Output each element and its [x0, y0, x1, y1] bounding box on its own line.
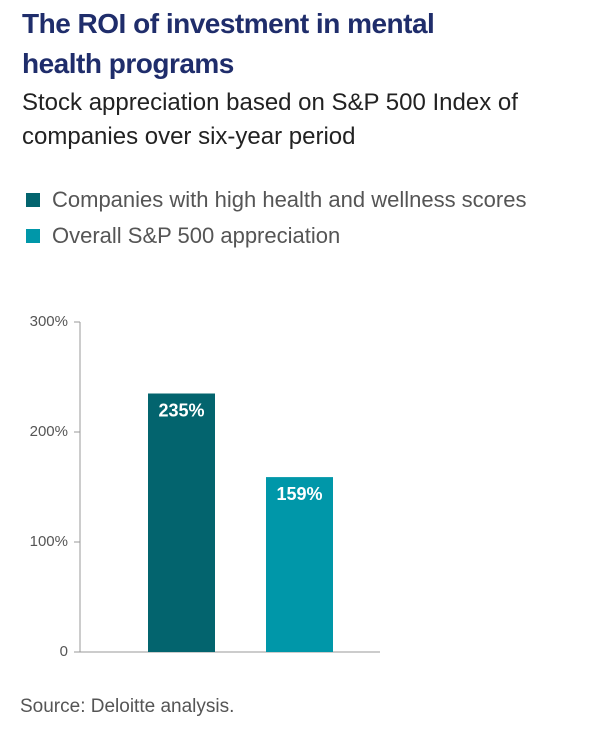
chart: 0 100% 200% 300% 235% 159% [30, 313, 380, 660]
legend-label: Companies with high health and wellness … [52, 187, 527, 212]
chart-title: The ROI of investment in mental health p… [22, 8, 435, 79]
y-tick-label: 200% [30, 423, 68, 440]
source: Source: Deloitte analysis. [20, 696, 235, 717]
y-tick-label: 100% [30, 533, 68, 550]
legend-swatch [26, 193, 40, 207]
legend-label: Overall S&P 500 appreciation [52, 223, 341, 248]
legend: Companies with high health and wellness … [26, 182, 526, 254]
y-tick-label: 0 [60, 643, 68, 660]
value-label: 159% [276, 484, 322, 504]
legend-item: Companies with high health and wellness … [26, 182, 526, 218]
legend-item: Overall S&P 500 appreciation [26, 218, 526, 254]
value-label: 235% [158, 400, 204, 420]
bar [148, 393, 215, 652]
legend-swatch [26, 229, 40, 243]
bar [266, 477, 333, 652]
chart-subtitle: Stock appreciation based on S&P 500 Inde… [22, 89, 518, 150]
y-tick-label: 300% [30, 313, 68, 330]
